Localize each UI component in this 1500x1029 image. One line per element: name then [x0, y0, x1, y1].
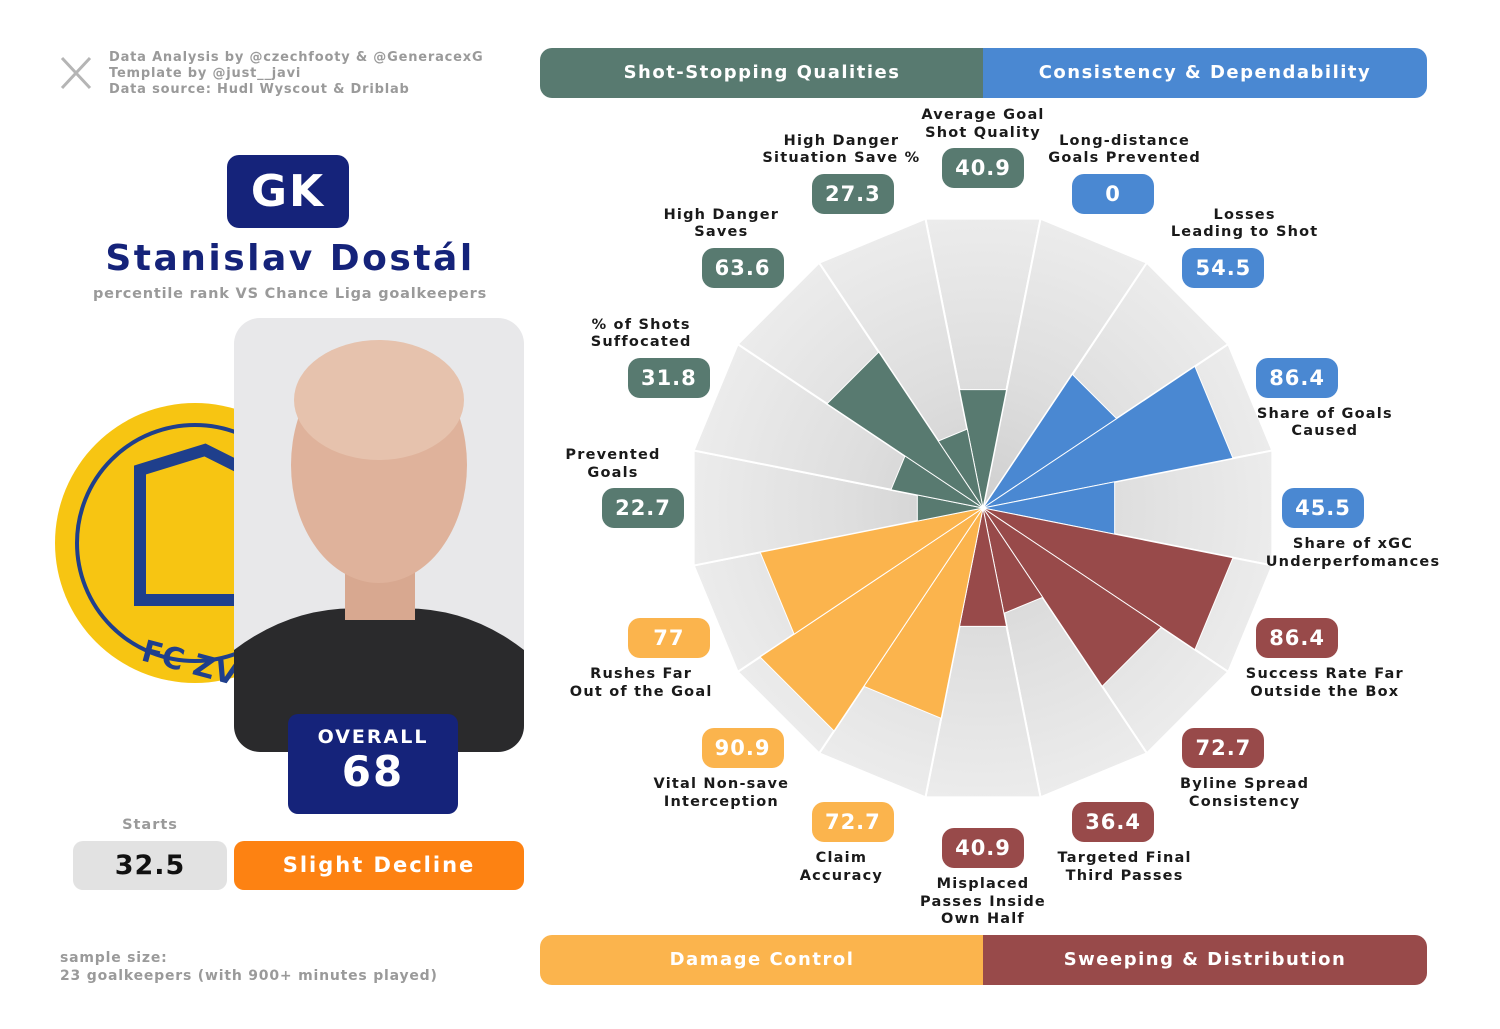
category-label: High Danger Saves [663, 206, 780, 241]
category-label: Losses Leading to Shot [1170, 206, 1319, 241]
position-badge: GK [227, 155, 349, 228]
category-label: Byline Spread Consistency [1180, 776, 1310, 810]
category-label: Targeted Final Third Passes [1057, 850, 1192, 884]
category-label: Rushes Far Out of the Goal [569, 666, 713, 700]
category-label: Prevented Goals [565, 447, 661, 481]
value-label: 77 [627, 618, 710, 659]
value-label: 86.4 [1256, 357, 1339, 398]
group-header: Damage Control [540, 935, 984, 985]
player-photo [234, 318, 524, 752]
category-label: Success Rate Far Outside the Box [1245, 666, 1404, 700]
category-label: Misplaced Passes Inside Own Half [920, 876, 1046, 927]
value-label: 90.9 [701, 728, 784, 769]
value-label: 36.4 [1072, 802, 1155, 843]
category-label: Vital Non-save Interception [653, 776, 790, 810]
starts-label: Starts [122, 817, 178, 833]
player-name: Stanislav Dostál [105, 238, 475, 279]
subtitle: percentile rank VS Chance Liga goalkeepe… [92, 286, 488, 302]
slice-bar [937, 428, 984, 509]
value-label: 54.5 [1182, 247, 1265, 288]
category-label: % of Shots Suffocated [590, 316, 692, 351]
credit-line: Data Analysis by @czechfooty & @Generace… [109, 50, 484, 65]
credit-line: Template by @just__javi [109, 66, 302, 81]
category-label: Claim Accuracy [799, 850, 884, 884]
value-label: 22.7 [602, 488, 684, 528]
starts-value: 32.5 [73, 841, 227, 890]
credit-line: Data source: Hudl Wyscout & Driblab [109, 82, 410, 97]
category-label: Share of Goals Caused [1256, 405, 1393, 440]
value-label: 86.4 [1256, 618, 1339, 659]
value-label: 45.5 [1282, 488, 1364, 528]
slice-bar [759, 507, 984, 635]
category-label: High Danger Situation Save % [762, 132, 921, 167]
trend-badge: Slight Decline [234, 841, 524, 890]
category-label: Average Goal Shot Quality [921, 107, 1045, 141]
slice-bar [826, 351, 984, 509]
value-label: 72.7 [811, 802, 894, 843]
category-label: Long-distance Goals Prevented [1048, 132, 1201, 167]
category-label: Share of xGC Underperfomances [1265, 536, 1441, 570]
value-label: 63.6 [701, 247, 784, 288]
sample-size-line: sample size: [60, 950, 168, 966]
group-header: Consistency & Dependability [983, 48, 1427, 98]
x-logo [60, 56, 92, 90]
overall-badge: OVERALL 68 [288, 714, 458, 814]
sample-size-line: 23 goalkeepers (with 900+ minutes played… [60, 968, 438, 984]
value-label: 31.8 [627, 357, 710, 398]
group-header: Shot-Stopping Qualities [540, 48, 984, 98]
sample-size: sample size: 23 goalkeepers (with 900+ m… [60, 949, 438, 985]
value-label: 0 [1072, 173, 1155, 214]
value-label: 72.7 [1182, 728, 1265, 769]
group-header: Sweeping & Distribution [983, 935, 1427, 985]
value-label: 27.3 [811, 173, 894, 214]
credits: Data Analysis by @czechfooty & @Generace… [109, 50, 483, 98]
overall-value: 68 [341, 747, 405, 796]
value-label: 40.9 [942, 148, 1024, 188]
overall-label: OVERALL [317, 726, 429, 748]
value-label: 40.9 [942, 828, 1024, 868]
